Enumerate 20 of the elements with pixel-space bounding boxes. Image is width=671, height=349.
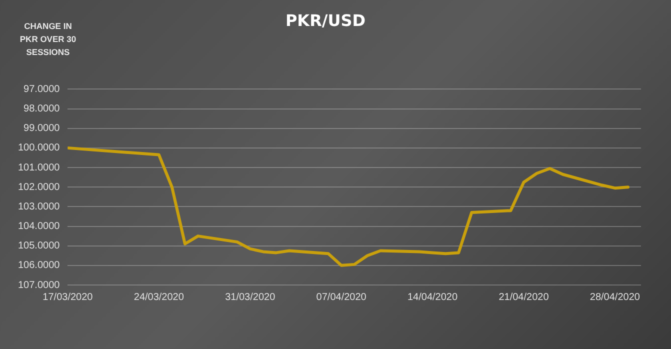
x-tick-label: 31/03/2020 <box>225 292 276 303</box>
y-tick-label: 102.0000 <box>18 182 60 193</box>
y-tick-label: 107.0000 <box>18 280 60 291</box>
y-tick-label: 100.0000 <box>18 142 60 154</box>
y-tick-label: 97.0000 <box>24 84 60 95</box>
x-tick-label: 21/04/2020 <box>498 292 550 303</box>
y-tick-label: 98.0000 <box>24 104 60 115</box>
y-axis-title: CHANGE IN PKR OVER 30 SESSIONS <box>18 20 78 59</box>
y-tick-label: 103.0000 <box>18 201 60 212</box>
x-tick-label: 17/03/2020 <box>42 292 94 303</box>
y-tick-label: 99.0000 <box>24 123 60 134</box>
y-tick-label: 106.0000 <box>18 260 60 272</box>
x-tick-label: 28/04/2020 <box>590 292 640 303</box>
y-tick-label: 105.0000 <box>18 240 60 252</box>
y-tick-label: 104.0000 <box>18 221 60 232</box>
x-tick-label: 07/04/2020 <box>316 292 367 303</box>
y-tick-label: 101.0000 <box>18 162 60 174</box>
x-tick-label: 24/03/2020 <box>134 292 184 303</box>
chart-title: PKR/USD <box>285 10 366 30</box>
x-tick-label: 14/04/2020 <box>408 292 458 303</box>
